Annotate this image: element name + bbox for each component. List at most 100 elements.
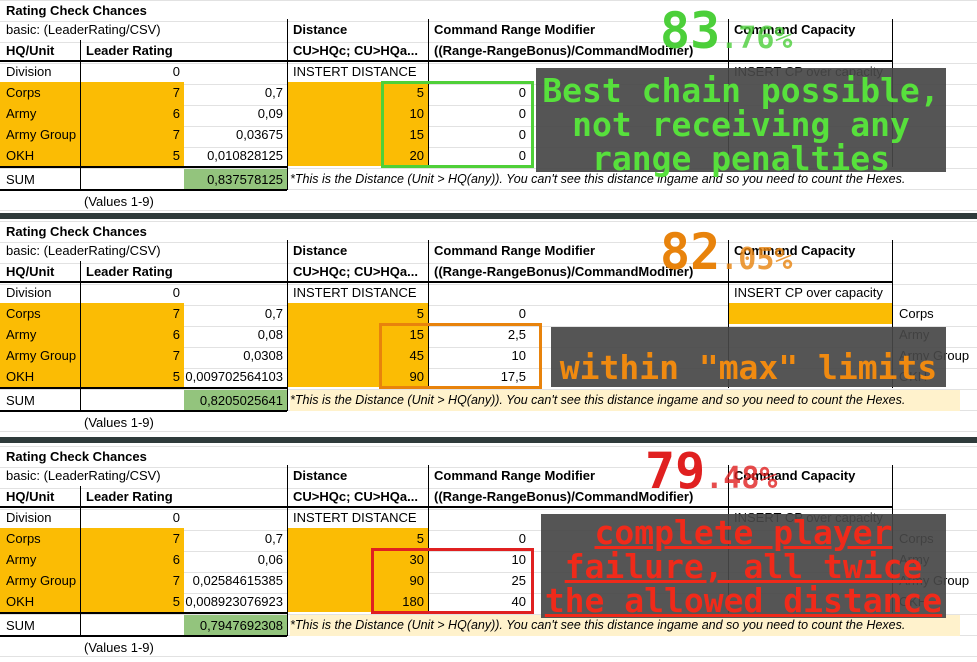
row-rating[interactable]: 6: [80, 103, 184, 124]
row-calc: 0,7: [264, 85, 283, 100]
row-unit: Division: [6, 285, 52, 300]
row-unit: Army: [0, 549, 80, 570]
row-crm: 0: [518, 106, 526, 121]
row-distance[interactable]: 15: [287, 324, 428, 345]
row-unit: Army: [0, 103, 80, 124]
row-calc: 0,7: [264, 306, 283, 321]
row-distance[interactable]: 15: [287, 124, 428, 145]
row-crm: 0: [518, 148, 526, 163]
row-crm: 2,5: [507, 327, 526, 342]
percentage-label: 83.76%: [660, 2, 793, 60]
row-rating[interactable]: 7: [80, 124, 184, 145]
row-crm: 0: [518, 531, 526, 546]
annotation-text: complete player failure, all twice the a…: [544, 513, 943, 620]
row-crm: 17,5: [500, 369, 526, 384]
col-crm-sub: ((Range-RangeBonus)/CommandModifier): [434, 489, 694, 504]
row-unit: OKH: [0, 591, 80, 612]
sum-label: SUM: [6, 393, 35, 408]
col-distance-sub: CU>HQc; CU>HQa...: [293, 489, 418, 504]
row-unit: Division: [6, 510, 52, 525]
row-calc: 0,06: [257, 552, 283, 567]
row-calc: 0,08: [257, 327, 283, 342]
row-distance[interactable]: 20: [287, 145, 428, 166]
sum-value: 0,7947692308: [184, 615, 287, 636]
col-hq-unit: HQ/Unit: [6, 264, 55, 279]
block-title: Rating Check Chances: [6, 224, 147, 239]
row-calc: 0,7: [264, 531, 283, 546]
insert-distance-label: INSTERT DISTANCE: [293, 285, 417, 300]
cc-label: Corps: [899, 306, 934, 321]
sum-label: SUM: [6, 618, 35, 633]
basic-formula: basic: (LeaderRating/CSV): [6, 468, 161, 483]
basic-formula: basic: (LeaderRating/CSV): [6, 22, 161, 37]
cp-input-cell[interactable]: [728, 303, 892, 324]
values-note: (Values 1-9): [84, 640, 154, 655]
row-rating[interactable]: 5: [80, 145, 184, 166]
row-rating[interactable]: 5: [80, 366, 184, 387]
row-calc: 0,09: [257, 106, 283, 121]
col-command-capacity: Command Capacity: [734, 243, 856, 258]
row-unit: Army Group: [0, 345, 80, 366]
row-rating[interactable]: 6: [80, 324, 184, 345]
col-command-capacity: Command Capacity: [734, 468, 856, 483]
row-unit: Division: [6, 64, 52, 79]
row-distance[interactable]: 5: [287, 82, 428, 103]
values-note: (Values 1-9): [84, 194, 154, 209]
row-rating[interactable]: 7: [80, 345, 184, 366]
col-distance: Distance: [293, 22, 348, 37]
row-crm: 10: [511, 348, 526, 363]
row-crm: 0: [518, 127, 526, 142]
row-distance[interactable]: 5: [287, 303, 428, 324]
col-crm: Command Range Modifier: [434, 468, 596, 483]
row-rating[interactable]: 7: [80, 303, 184, 324]
row-calc: 0,010828125: [207, 148, 283, 163]
distance-note: *This is the Distance (Unit > HQ(any)). …: [290, 615, 960, 636]
row-distance[interactable]: 30: [287, 549, 428, 570]
col-command-capacity: Command Capacity: [734, 22, 856, 37]
insert-distance-label: INSTERT DISTANCE: [293, 510, 417, 525]
col-distance-sub: CU>HQc; CU>HQa...: [293, 43, 418, 58]
col-hq-unit: HQ/Unit: [6, 43, 55, 58]
row-calc: 0,03675: [236, 127, 283, 142]
row-rating[interactable]: 7: [80, 570, 184, 591]
row-crm: 40: [511, 594, 526, 609]
distance-note: *This is the Distance (Unit > HQ(any)). …: [290, 390, 960, 411]
row-unit: Army Group: [0, 570, 80, 591]
col-crm: Command Range Modifier: [434, 22, 596, 37]
row-rating[interactable]: 0: [172, 510, 180, 525]
row-rating[interactable]: 7: [80, 528, 184, 549]
sum-label: SUM: [6, 172, 35, 187]
scenario-block-failure: Rating Check Chances basic: (LeaderRatin…: [0, 442, 977, 661]
annotation-text: Best chain possible, not receiving any r…: [542, 71, 940, 178]
row-rating[interactable]: 7: [80, 82, 184, 103]
row-rating[interactable]: 6: [80, 549, 184, 570]
col-distance: Distance: [293, 243, 348, 258]
row-calc: 0,0308: [243, 348, 283, 363]
row-crm: 0: [518, 306, 526, 321]
col-hq-unit: HQ/Unit: [6, 489, 55, 504]
highlight-box: [371, 548, 534, 614]
row-distance[interactable]: 45: [287, 345, 428, 366]
row-unit: Army: [0, 324, 80, 345]
row-distance[interactable]: 180: [287, 591, 428, 612]
col-crm-sub: ((Range-RangeBonus)/CommandModifier): [434, 264, 694, 279]
row-distance[interactable]: 10: [287, 103, 428, 124]
highlight-box: [381, 81, 534, 168]
row-unit: Army Group: [0, 124, 80, 145]
block-title: Rating Check Chances: [6, 3, 147, 18]
row-distance[interactable]: 90: [287, 570, 428, 591]
row-rating[interactable]: 5: [80, 591, 184, 612]
insert-distance-label: INSTERT DISTANCE: [293, 64, 417, 79]
row-crm: 0: [518, 85, 526, 100]
highlight-box: [379, 323, 542, 389]
sum-value: 0,8205025641: [184, 390, 287, 411]
row-unit: OKH: [0, 366, 80, 387]
row-distance[interactable]: 90: [287, 366, 428, 387]
annotation-text: within "max" limits: [559, 348, 938, 387]
row-rating[interactable]: 0: [172, 64, 180, 79]
row-distance[interactable]: 5: [287, 528, 428, 549]
row-unit: Corps: [0, 82, 80, 103]
row-crm: 25: [511, 573, 526, 588]
scenario-block-max: Rating Check Chances basic: (LeaderRatin…: [0, 221, 977, 436]
row-rating[interactable]: 0: [172, 285, 180, 300]
